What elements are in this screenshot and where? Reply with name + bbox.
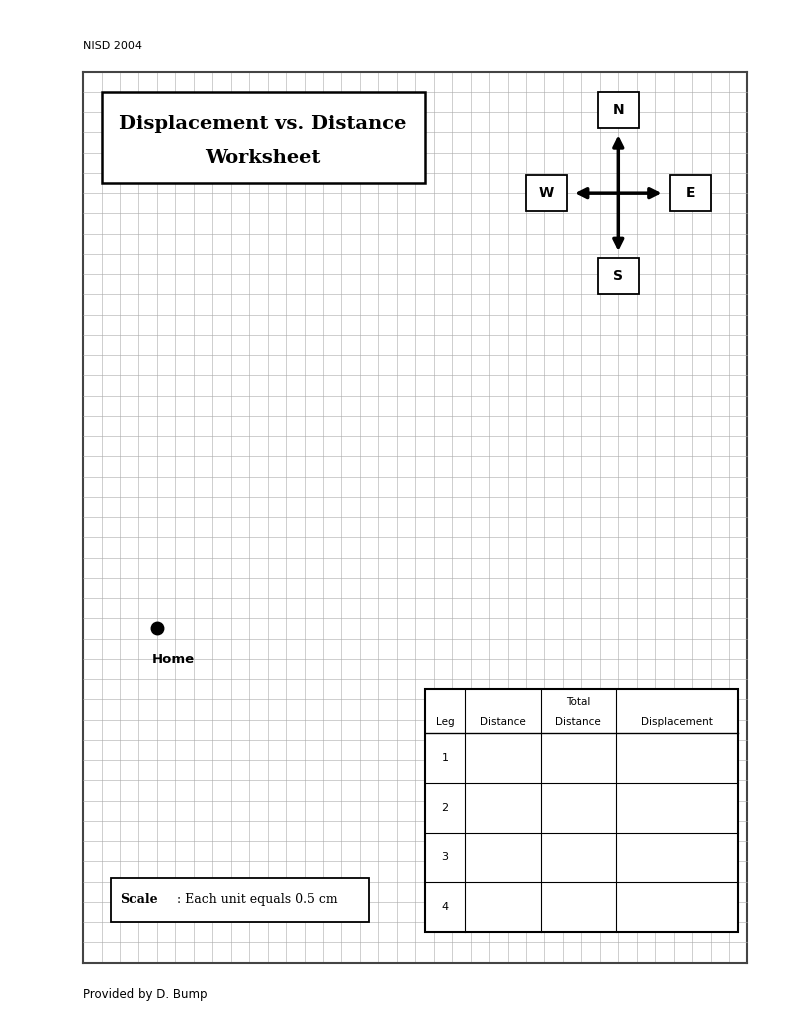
- Text: Worksheet: Worksheet: [206, 148, 320, 167]
- Text: Home: Home: [151, 652, 195, 666]
- Bar: [111, 878, 369, 922]
- Text: 4: 4: [441, 902, 448, 912]
- Bar: [598, 92, 638, 128]
- Text: Displacement: Displacement: [642, 717, 713, 727]
- Bar: [526, 175, 566, 211]
- Text: Total: Total: [566, 697, 590, 708]
- Text: Distance: Distance: [555, 717, 601, 727]
- Bar: [670, 175, 710, 211]
- Text: Provided by D. Bump: Provided by D. Bump: [83, 988, 207, 1001]
- Text: 3: 3: [441, 852, 448, 862]
- Text: W: W: [539, 186, 554, 200]
- Bar: [101, 92, 425, 183]
- Text: Displacement vs. Distance: Displacement vs. Distance: [119, 115, 407, 133]
- Text: Distance: Distance: [480, 717, 526, 727]
- Text: N: N: [612, 103, 624, 117]
- Bar: [425, 689, 738, 932]
- Text: 2: 2: [441, 803, 448, 813]
- Text: : Each unit equals 0.5 cm: : Each unit equals 0.5 cm: [177, 893, 338, 906]
- Text: S: S: [613, 269, 623, 284]
- Text: Leg: Leg: [436, 717, 454, 727]
- Bar: [598, 258, 638, 295]
- Text: 1: 1: [441, 753, 448, 763]
- Text: NISD 2004: NISD 2004: [83, 41, 142, 51]
- Text: E: E: [686, 186, 695, 200]
- Text: Scale: Scale: [120, 893, 157, 906]
